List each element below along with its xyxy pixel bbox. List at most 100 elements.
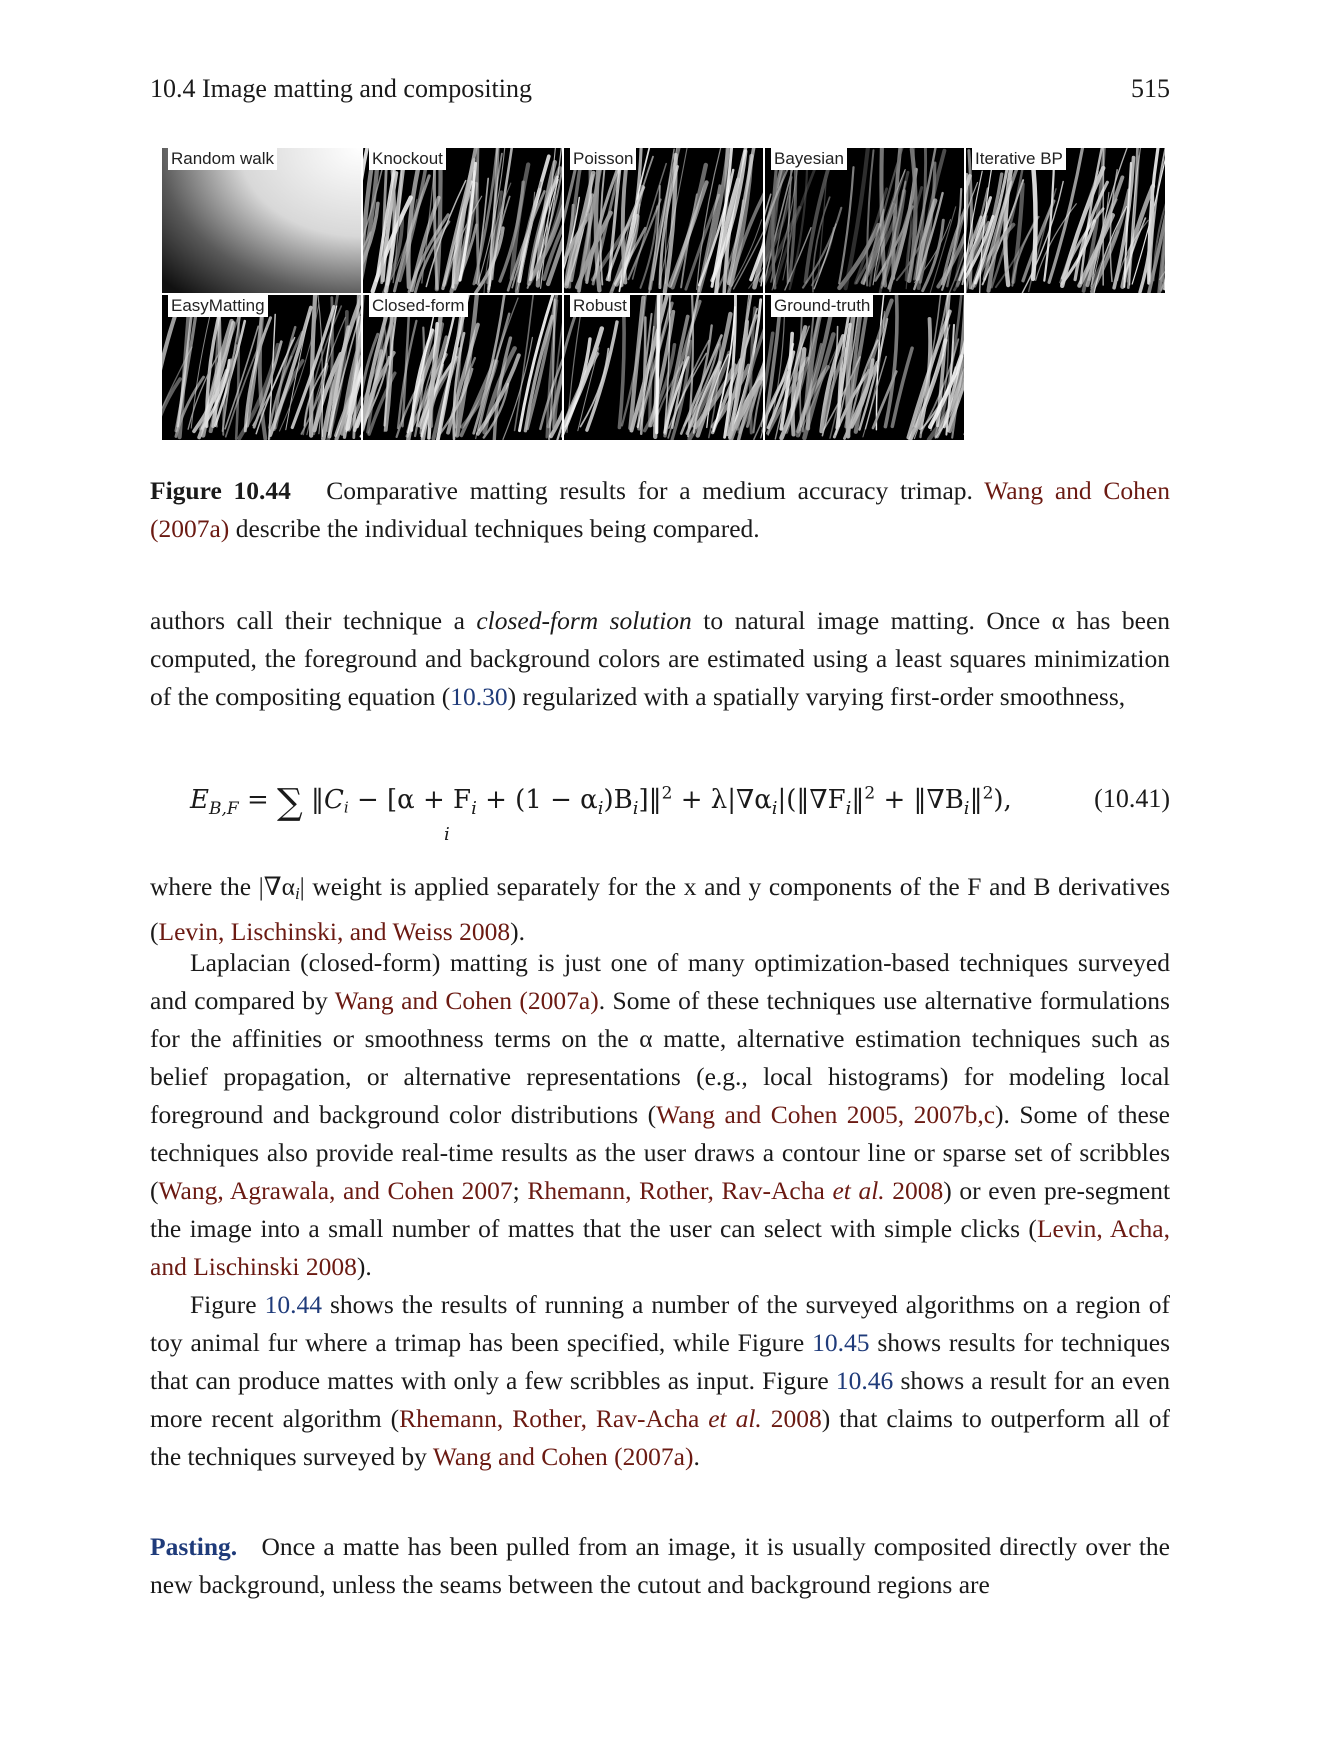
caption-citation[interactable]: Wang and Cohen [984,476,1171,505]
matte-panel-easymatting: EasyMatting [162,295,361,440]
fur-strand [326,310,349,440]
matte-panel-bayesian: Bayesian [765,148,964,293]
fur-strand [1147,211,1165,293]
fur-strand [966,181,979,216]
fur-strand [728,379,763,440]
citation[interactable]: Wang and Cohen (2007a) [334,986,599,1015]
fur-strand [511,181,542,289]
fur-strand [397,148,431,283]
panel-label: Robust [570,295,630,317]
fur-strand [732,230,763,290]
fur-strand [545,236,562,287]
fur-strand [327,307,361,436]
matte-panel-robust: Robust [564,295,763,440]
fur-strand [440,303,463,432]
citation[interactable]: Levin, Lischinski, and Weiss 2008 [158,917,511,946]
fur-strand [312,351,344,433]
fur-strand [712,306,736,433]
fur-strand [454,295,479,438]
citation[interactable]: et al. [832,1176,885,1205]
fur-strand [221,312,242,432]
fur-strand [477,148,506,285]
citation[interactable]: Wang and Cohen (2007a) [432,1442,694,1471]
fur-strand [696,148,722,290]
fur-strand [525,295,559,431]
citation[interactable]: 2008 [770,1404,822,1433]
eq-rhs: ‖C [310,785,344,815]
figure-caption: Figure 10.44 Comparative matting results… [150,472,1170,548]
citation[interactable]: Rhemann, Rother, Rav-Acha [399,1404,700,1433]
fur-strand [628,295,646,431]
fur-strand [279,303,320,432]
fur-strand [574,210,613,290]
panel-label: Knockout [369,148,446,170]
fur-strand [787,148,798,283]
fur-strand [692,363,720,434]
fur-strand [187,348,222,430]
fur-strand [425,179,467,288]
fur-strand [906,148,937,282]
fur-strand [516,191,536,291]
citation[interactable]: 2008 [892,1176,944,1205]
panel-label: Random walk [168,148,277,170]
figure-ref[interactable]: 10.44 [264,1290,322,1319]
text-run: ; [512,1176,520,1205]
fur-strand [1060,165,1106,289]
fur-strand [940,207,964,286]
fur-strand [801,206,843,289]
fur-strand [607,148,624,282]
fur-strand [752,377,763,434]
fur-strand [966,170,983,264]
text-run: to natural image matting. Once α has bee… [150,606,1171,711]
fur-strand [663,295,671,434]
equation-10-41: EB,F = ∑ ‖Ci − [α + Fi + (1 − αi)Bi]‖2 +… [150,770,1170,854]
matte-panel-iterative-bp: Iterative BP [966,148,1165,293]
fur-strand [637,301,674,431]
fur-strand [420,304,458,438]
fur-strand [579,347,610,428]
figure-ref[interactable]: 10.46 [835,1366,894,1395]
fur-strand [224,327,267,438]
fur-strand [1093,205,1128,293]
fur-strand [564,170,596,289]
fur-strand [918,161,937,284]
citation[interactable]: Rhemann, Rother, Rav-Acha [527,1176,825,1205]
fur-strand [1138,185,1155,293]
equation-ref[interactable]: 10.30 [450,682,508,711]
fur-strand [406,329,435,434]
panel-label: EasyMatting [168,295,268,317]
fur-strand [966,187,989,293]
figure-ref[interactable]: 10.45 [812,1328,870,1357]
running-header: 10.4 Image matting and compositing 515 [150,74,1170,108]
citation[interactable]: Wang and Cohen 2005, 2007b,c [656,1100,996,1129]
fur-strand [1011,182,1025,284]
paragraph-laplacian: Laplacian (closed-form) matting is just … [150,944,1170,1286]
fur-strand [477,312,511,432]
matte-panel-ground-truth: Ground-truth [765,295,964,440]
fur-strand [363,201,380,266]
fur-strand [528,175,559,282]
fur-strand [438,367,474,436]
citation[interactable]: Wang, Agrawala, and Cohen 2007 [158,1176,513,1205]
fur-strand [613,203,641,285]
matte-panel-poisson: Poisson [564,148,763,293]
fur-strand [837,222,881,291]
fur-strand [190,314,211,429]
caption-tail: describe the individual techniques being… [235,514,760,543]
fur-strand [321,295,361,440]
fur-strand [835,322,852,430]
fur-strand [648,309,676,428]
citation[interactable]: Levin, Acha, and Lischinski 2008 [150,1214,1170,1281]
fur-strand [779,347,807,440]
fur-strand [967,149,974,290]
fur-strand [290,305,336,430]
emphasis: closed-form solution [476,606,692,635]
fur-strand [414,326,425,438]
citation[interactable]: et al. [708,1404,762,1433]
fur-strand [518,295,555,433]
caption-citation-year[interactable]: (2007a) [150,514,230,543]
fur-strand [393,174,431,293]
fur-strand [888,206,911,293]
fur-strand [1090,230,1120,288]
caption-label: Figure 10.44 [150,476,291,505]
